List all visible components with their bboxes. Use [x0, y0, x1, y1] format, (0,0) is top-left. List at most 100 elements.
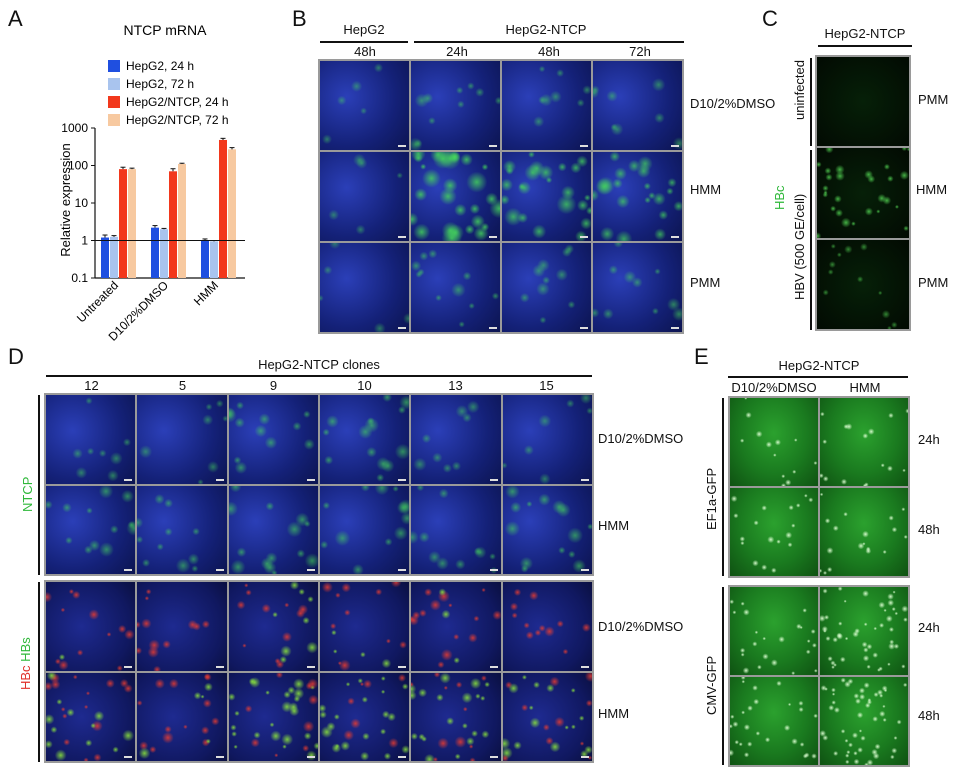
x-tick-label: HMM: [191, 278, 221, 308]
x-tick-label: Untreated: [74, 278, 121, 325]
y-tick-label: 100: [68, 159, 88, 173]
stain-label-hbc-hbs: HBc HBs: [18, 637, 33, 690]
micrograph-tile: [137, 485, 227, 574]
bracket-rule: [722, 587, 724, 765]
scale-bar: [215, 756, 224, 758]
group-rule: [320, 41, 408, 43]
micrograph-tile: [411, 485, 501, 574]
y-tick-label: 0.1: [71, 271, 88, 285]
micrograph-tile: [502, 672, 592, 761]
group-label-hepg2-ntcp: HepG2-NTCP: [505, 22, 587, 37]
scale-bar: [489, 478, 498, 481]
group-rule: [818, 45, 912, 47]
micrograph-tile: [411, 395, 501, 484]
scale-bar: [581, 756, 589, 758]
scale-bar: [124, 569, 133, 571]
col-header: 12: [84, 378, 99, 393]
scale-bar: [671, 236, 679, 238]
panel-letter-c: C: [762, 6, 778, 31]
col-header: 15: [539, 378, 554, 393]
micrograph-tile: [411, 672, 501, 761]
micrograph-tile: [228, 395, 318, 484]
row-label: D10/2%DMSO: [598, 619, 684, 634]
col-header: 5: [178, 378, 187, 393]
col-header: 48h: [354, 44, 376, 59]
col-header: HMM: [849, 380, 881, 395]
micrograph-tile: [411, 243, 500, 332]
column-header-row: 12 5 9 10 13 15: [46, 378, 594, 393]
scale-bar: [215, 665, 224, 668]
row-label: D10/2%DMSO: [690, 96, 776, 111]
stain-label-hbc: HBc: [18, 665, 33, 690]
micrograph-tile: [137, 395, 227, 484]
micrograph-tile: [817, 57, 909, 147]
scale-bar: [215, 569, 224, 571]
scale-bar: [307, 756, 315, 758]
bracket-rule: [810, 58, 812, 146]
micrograph-tile: [820, 398, 908, 486]
micrograph-tile: [46, 395, 136, 484]
bracket-rule: [722, 398, 724, 576]
micrograph-tile: [320, 61, 409, 150]
scale-bar: [489, 756, 498, 758]
row-label: D10/2%DMSO: [598, 431, 684, 446]
micrograph-tile: [228, 582, 318, 671]
scale-bar: [307, 569, 315, 571]
row-label: 48h: [918, 522, 940, 537]
row-label: HMM: [916, 182, 948, 197]
micrograph-tile: [730, 677, 818, 765]
scale-bar: [398, 478, 407, 481]
scale-bar: [489, 569, 498, 571]
row-label: 24h: [918, 620, 940, 635]
bar: [169, 171, 177, 278]
ntcp-mrna-chart: NTCP mRNA HepG2, 24 h HepG2, 72 h HepG2/NT…: [58, 22, 245, 344]
micrograph-tile: [228, 485, 318, 574]
micrograph-tile: [502, 485, 592, 574]
bar: [151, 227, 159, 278]
y-tick-label: 1000: [61, 121, 88, 135]
construct-label-cmv: CMV-GFP: [704, 655, 719, 715]
scale-bar: [580, 327, 588, 329]
micrograph-tile: [502, 61, 591, 150]
scale-bar: [581, 569, 589, 571]
scale-bar: [489, 145, 497, 147]
scale-bar: [398, 327, 406, 329]
group-label: HepG2-NTCP: [824, 26, 906, 41]
image-grid-d-ntcp: [44, 393, 594, 576]
image-grid-e-cmv: [728, 585, 910, 767]
micrograph-tile: [593, 61, 682, 150]
micrograph-tile: [730, 587, 818, 675]
micrograph-tile: [320, 395, 410, 484]
micrograph-tile: [502, 152, 591, 241]
bar: [228, 149, 236, 278]
column-header-row: 48h 24h 48h 72h: [320, 44, 684, 59]
micrograph-tile: [730, 398, 818, 486]
scale-bar: [581, 665, 589, 668]
group-label: HepG2-NTCP: [778, 358, 860, 373]
col-header: 48h: [538, 44, 560, 59]
scale-bar: [581, 478, 589, 481]
micrograph-tile: [137, 672, 227, 761]
legend-label: HepG2, 24 h: [126, 59, 194, 73]
panel-letter-e: E: [694, 344, 709, 369]
group-label-hepg2: HepG2: [343, 22, 385, 37]
col-header: D10/2%DMSO: [731, 380, 817, 395]
scale-bar: [398, 236, 406, 238]
legend-label: HepG2/NTCP, 24 h: [126, 95, 229, 109]
micrograph-tile: [817, 239, 909, 329]
micrograph-tile: [320, 485, 410, 574]
group-rule: [414, 41, 684, 43]
condition-label-uninfected: uninfected: [792, 60, 807, 120]
micrograph-tile: [137, 582, 227, 671]
scale-bar: [124, 756, 133, 758]
micrograph-tile: [411, 582, 501, 671]
stain-label-hbc: HBc: [772, 185, 787, 210]
micrograph-tile: [46, 672, 136, 761]
micrograph-tile: [817, 148, 909, 238]
panel-letter-a: A: [8, 6, 23, 31]
micrograph-tile: [593, 152, 682, 241]
row-label: 48h: [918, 708, 940, 723]
legend-swatch: [108, 78, 120, 90]
micrograph-tile: [46, 582, 136, 671]
